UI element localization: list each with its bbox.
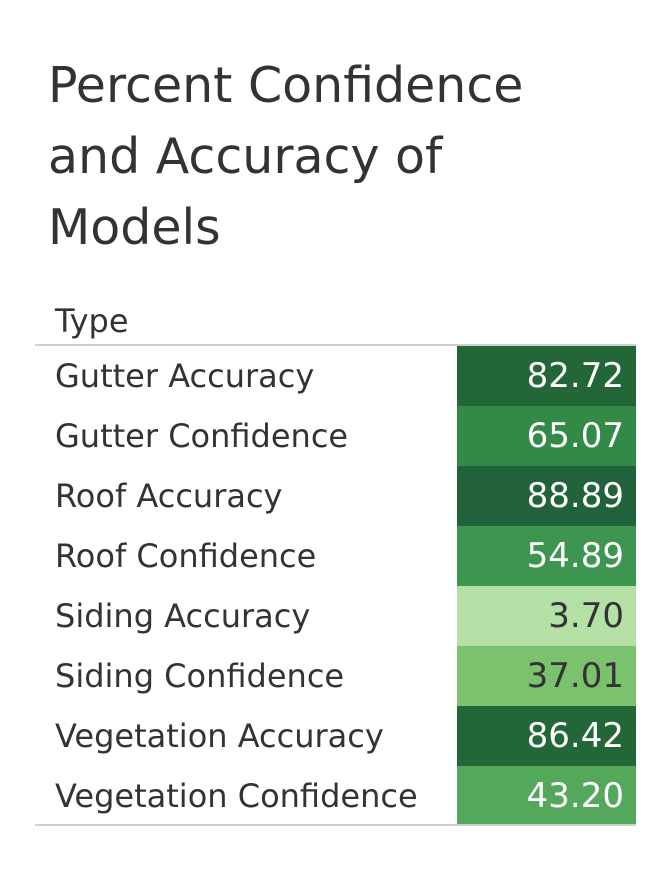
table-row: Siding Accuracy 3.70 — [0, 586, 654, 646]
table-row: Siding Confidence 37.01 — [0, 646, 654, 706]
heat-cell: 43.20 — [457, 766, 636, 826]
table-row: Roof Accuracy 88.89 — [0, 466, 654, 526]
row-label: Siding Confidence — [55, 657, 345, 695]
heat-cell: 3.70 — [457, 586, 636, 646]
cell-value: 3.70 — [548, 596, 624, 636]
header-divider — [35, 344, 457, 346]
column-header-type: Type — [55, 302, 129, 340]
table-row: Vegetation Accuracy 86.42 — [0, 706, 654, 766]
row-label: Gutter Accuracy — [55, 357, 315, 395]
row-label: Vegetation Confidence — [55, 777, 418, 815]
cell-value: 54.89 — [526, 536, 624, 576]
heat-cell: 37.01 — [457, 646, 636, 706]
heat-cell: 65.07 — [457, 406, 636, 466]
cell-value: 37.01 — [526, 656, 624, 696]
row-label: Roof Accuracy — [55, 477, 283, 515]
heat-cell: 88.89 — [457, 466, 636, 526]
heat-cell: 86.42 — [457, 706, 636, 766]
heat-cell: 82.72 — [457, 346, 636, 406]
row-label: Vegetation Accuracy — [55, 717, 384, 755]
chart-title: Percent Confidence and Accuracy of Model… — [48, 57, 524, 256]
header-divider-cell — [457, 344, 636, 346]
cell-value: 82.72 — [526, 356, 624, 396]
table-row: Gutter Accuracy 82.72 — [0, 346, 654, 406]
table-row: Roof Confidence 54.89 — [0, 526, 654, 586]
cell-value: 88.89 — [526, 476, 624, 516]
table-row: Gutter Confidence 65.07 — [0, 406, 654, 466]
heat-table: Gutter Accuracy 82.72 Gutter Confidence … — [0, 346, 654, 826]
heat-cell: 54.89 — [457, 526, 636, 586]
cell-value: 86.42 — [526, 716, 624, 756]
row-label: Gutter Confidence — [55, 417, 349, 455]
cell-value: 65.07 — [526, 416, 624, 456]
footer-divider — [35, 824, 636, 826]
table-row: Vegetation Confidence 43.20 — [0, 766, 654, 826]
cell-value: 43.20 — [526, 776, 624, 816]
row-label: Siding Accuracy — [55, 597, 311, 635]
row-label: Roof Confidence — [55, 537, 317, 575]
